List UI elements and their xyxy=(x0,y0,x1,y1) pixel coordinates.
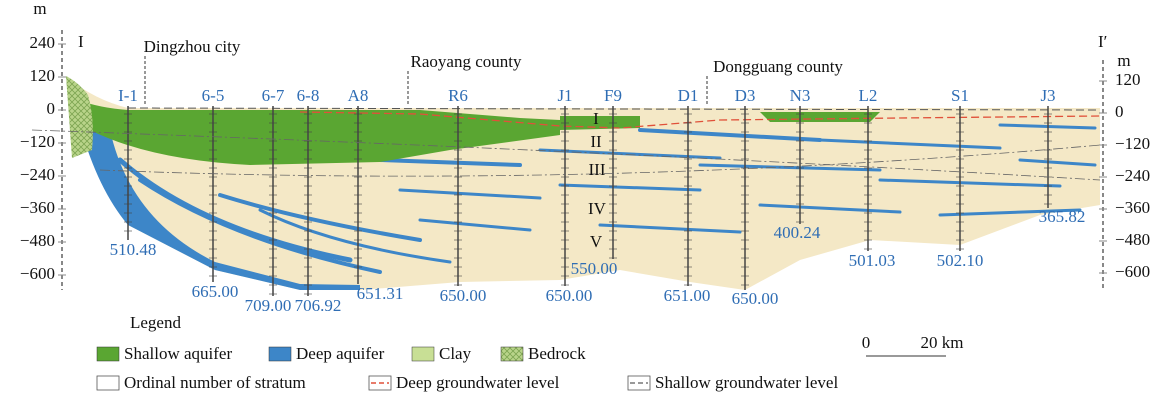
tick-label: −360 xyxy=(20,198,55,217)
well-name: S1 xyxy=(951,86,969,105)
axis-unit: m xyxy=(33,0,46,18)
tick-label: −480 xyxy=(20,231,55,250)
legend-swatch xyxy=(97,376,119,390)
well-name: F9 xyxy=(604,86,622,105)
tick-label: 0 xyxy=(1115,102,1124,121)
well-depth: 650.00 xyxy=(546,286,593,305)
tick-label: −120 xyxy=(20,132,55,151)
tick-label: 120 xyxy=(1115,70,1141,89)
legend-swatch xyxy=(269,347,291,361)
legend-swatch xyxy=(97,347,119,361)
well-name: 6-5 xyxy=(202,86,225,105)
legend-label: Deep aquifer xyxy=(296,344,385,363)
place-name: Raoyang county xyxy=(411,52,522,71)
legend-swatch xyxy=(501,347,523,361)
legend-label: Deep groundwater level xyxy=(396,373,560,392)
well-name: L2 xyxy=(859,86,878,105)
well-name: A8 xyxy=(348,86,369,105)
well-depth: 706.92 xyxy=(295,296,342,315)
stratum-number: II xyxy=(590,132,602,151)
well-depth: 650.00 xyxy=(440,286,487,305)
well-depth: 651.00 xyxy=(664,286,711,305)
well-depth: 365.82 xyxy=(1039,207,1086,226)
well-name: D3 xyxy=(735,86,756,105)
section-end: I′ xyxy=(1098,32,1107,51)
well-name: J1 xyxy=(557,86,572,105)
well-depth: 651.31 xyxy=(357,284,404,303)
legend-title: Legend xyxy=(130,313,181,332)
well-depth: 650.00 xyxy=(732,289,779,308)
axis-unit: m xyxy=(1117,51,1130,70)
well-depth: 709.00 xyxy=(245,296,292,315)
place-name: Dongguang county xyxy=(713,57,843,76)
well-name: N3 xyxy=(790,86,811,105)
stratum-number: I xyxy=(593,109,599,128)
well-name: 6-8 xyxy=(297,86,320,105)
legend-label: Bedrock xyxy=(528,344,586,363)
scale-end: 20 km xyxy=(921,333,964,352)
shallow-aquifer xyxy=(760,112,880,122)
tick-label: −600 xyxy=(20,264,55,283)
well-depth: 550.00 xyxy=(571,259,618,278)
tick-label: −240 xyxy=(20,165,55,184)
cross-section: m m I I′ Legend Shallow aquifer Deep aqu… xyxy=(0,0,1156,401)
stratum-number: IV xyxy=(588,199,607,218)
stratum-number: V xyxy=(590,232,603,251)
well-depth: 502.10 xyxy=(937,251,984,270)
well-depth: 665.00 xyxy=(192,282,239,301)
section-start: I xyxy=(78,32,84,51)
well-name: J3 xyxy=(1040,86,1055,105)
tick-label: −360 xyxy=(1115,198,1150,217)
well-depth: 501.03 xyxy=(849,251,896,270)
tick-label: 120 xyxy=(30,66,56,85)
well-name: I-1 xyxy=(118,86,138,105)
tick-label: −240 xyxy=(1115,166,1150,185)
well-name: D1 xyxy=(678,86,699,105)
bedrock xyxy=(66,76,93,158)
tick-label: −600 xyxy=(1115,262,1150,281)
legend-label: Ordinal number of stratum xyxy=(124,373,306,392)
well-depth: 400.24 xyxy=(774,223,821,242)
tick-label: −120 xyxy=(1115,134,1150,153)
tick-label: 0 xyxy=(47,99,56,118)
legend-label: Shallow aquifer xyxy=(124,344,232,363)
well-depth: 510.48 xyxy=(110,240,157,259)
well-name: 6-7 xyxy=(262,86,285,105)
legend-swatch xyxy=(412,347,434,361)
place-name: Dingzhou city xyxy=(144,37,241,56)
scale-start: 0 xyxy=(862,333,871,352)
stratum-number: III xyxy=(589,160,606,179)
tick-label: 240 xyxy=(30,33,56,52)
tick-label: −480 xyxy=(1115,230,1150,249)
legend-label: Shallow groundwater level xyxy=(655,373,838,392)
legend-label: Clay xyxy=(439,344,472,363)
well-name: R6 xyxy=(448,86,468,105)
